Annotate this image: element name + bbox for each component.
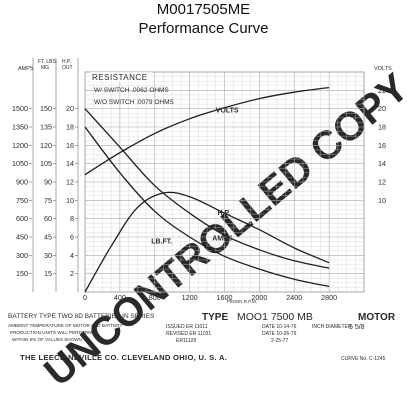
x-axis-tick-label: 0 (83, 293, 87, 302)
horsepower-series-label: H.P. (218, 210, 231, 217)
motor-label: MOTOR (358, 312, 396, 323)
left-axis-tick-label: 12 (66, 178, 74, 187)
production-units-text: PRODUCTION UNITS WILL PERFORM (10, 330, 92, 335)
amps-curve (84, 108, 330, 269)
volts-series-label: VOLTS (216, 107, 239, 114)
left-axis-tick-label: 30 (44, 251, 52, 260)
date-third-text: 2-25-77 (271, 338, 288, 344)
right-axis-tick-label: 14 (378, 159, 386, 168)
curve-number-text: CURVE No. C-1245 (341, 356, 386, 362)
issued-er-text: ISSUED ER 11011 (166, 324, 208, 330)
torque-series-label: LB.FT. (151, 238, 172, 245)
model-number-title: M0017505ME (156, 1, 251, 18)
left-axis-tick-label: 45 (44, 233, 52, 242)
torque-curve (84, 126, 330, 288)
third-er-text: ER11128 (176, 338, 196, 344)
inch-diameter-value: 5 5/8 (349, 324, 365, 331)
left-axis-tick-label: 135 (40, 123, 52, 132)
series-labels: VOLTS AMPS LB.FT. H.P. (151, 107, 239, 245)
x-axis-labels: 0 400 800 1200 1600 2000 2400 2800 (83, 293, 337, 302)
left-axis-tick-label: 105 (40, 159, 52, 168)
left-axis-tick-label: 8 (70, 214, 74, 223)
left-axis-tick-label: 6 (70, 233, 74, 242)
left-axis-tick-label: 1200 (12, 141, 28, 150)
x-axis-tick-label: 1600 (217, 293, 233, 302)
left-axis-tick-label: 120 (40, 141, 52, 150)
left-axis-tick-label: 14 (66, 159, 74, 168)
resistance-with-switch: W/ SWITCH .0062 OHMS (94, 87, 169, 94)
left-axis-tick-label: 75 (44, 196, 52, 205)
ftlbs-axis-header-2: MG (41, 65, 49, 71)
left-axis-tick-label: 16 (66, 141, 74, 150)
resistance-heading: RESISTANCE (92, 73, 148, 82)
amps-axis-header: AMPS (18, 66, 34, 72)
left-axis-tick-label: 15 (44, 269, 52, 278)
left-axis-tick-label: 1500 (12, 104, 28, 113)
left-axis-tick-label: 750 (16, 196, 28, 205)
date-issued-text: DATE 10-14-76 (262, 324, 297, 330)
ambient-temperature-text: AMBIENT TEMPERATURE OF MOTOR AND BATTERY (8, 323, 123, 328)
left-axis-tick-label: 20 (66, 104, 74, 113)
left-axis-tick-label: 900 (16, 178, 28, 187)
right-axis-tick-label: 20 (378, 104, 386, 113)
left-axis-tick-label: 4 (70, 251, 74, 260)
hp-axis-header-2: OUT (62, 65, 73, 71)
left-axis-tick-label: 300 (16, 251, 28, 260)
x-axis-tick-label: 2800 (321, 293, 337, 302)
revised-er-text: REVISED ER 11031 (166, 331, 211, 337)
volts-axis-header: VOLTS (374, 66, 392, 72)
left-axis-tick-label: 150 (40, 104, 52, 113)
horsepower-curve (84, 191, 330, 293)
left-axis-tick-label: 2 (70, 269, 74, 278)
right-axis-tick-label: 22 (378, 86, 386, 95)
date-revised-text: DATE 10-26-76 (262, 331, 297, 337)
watermark-text: UNCONTROLLED COPY (36, 65, 407, 395)
x-axis-tick-label: 400 (114, 293, 126, 302)
right-axis-tick-label: 16 (378, 141, 386, 150)
left-axis-tick-label: 450 (16, 233, 28, 242)
right-axis-tick-label: 18 (378, 123, 386, 132)
hp-axis-header: H.P. (62, 59, 71, 65)
left-axis-tick-label: 1350 (12, 123, 28, 132)
left-axis-labels: 150 300 450 600 750 900 1050 1200 1350 1500 15 30 45… (12, 104, 78, 278)
performance-curve-subtitle: Performance Curve (138, 20, 269, 37)
type-label: TYPE (202, 312, 228, 323)
resistance-box: RESISTANCE W/ SWITCH .0062 OHMS W/O SWIT… (90, 72, 174, 106)
x-axis-tick-label: 2400 (286, 293, 302, 302)
chart-grid (32, 58, 365, 293)
resistance-without-switch: W/O SWITCH .0079 OHMS (94, 99, 174, 106)
right-axis-tick-label: 12 (378, 178, 386, 187)
left-axis-tick-label: 18 (66, 123, 74, 132)
ftlbs-axis-header: FT. LBS. (38, 59, 57, 65)
x-axis-tick-label: 800 (149, 293, 161, 302)
right-axis-labels: 10 12 14 16 18 20 22 (378, 86, 386, 205)
inch-diameter-label: INCH DIAMETER (312, 324, 352, 330)
chart-curves (84, 86, 330, 293)
x-axis-title: PINION R.P.M. (227, 299, 257, 304)
left-axis-tick-label: 10 (66, 196, 74, 205)
right-axis-tick-label: 10 (378, 196, 386, 205)
amps-series-label: AMPS (212, 236, 233, 243)
x-axis-tick-label: 2000 (251, 293, 267, 302)
left-axis-tick-label: 60 (44, 214, 52, 223)
left-axis-tick-label: 150 (16, 269, 28, 278)
within-values-text: WITHIN 5% OF VALUES SHOWN (12, 337, 82, 342)
left-axis-tick-label: 1050 (12, 159, 28, 168)
footer-info: BATTERY TYPE TWO 8D BATTERIES IN SERIES … (8, 311, 396, 362)
x-axis-tick-label: 1200 (182, 293, 198, 302)
type-value: MOO1 7500 MB (237, 311, 313, 323)
battery-type-text: BATTERY TYPE TWO 8D BATTERIES IN SERIES (8, 313, 155, 320)
left-axis-tick-label: 90 (44, 178, 52, 187)
left-axis-tick-label: 600 (16, 214, 28, 223)
company-name-text: THE LEECE-NEVILLE CO. CLEVELAND OHIO, U.… (20, 353, 227, 362)
